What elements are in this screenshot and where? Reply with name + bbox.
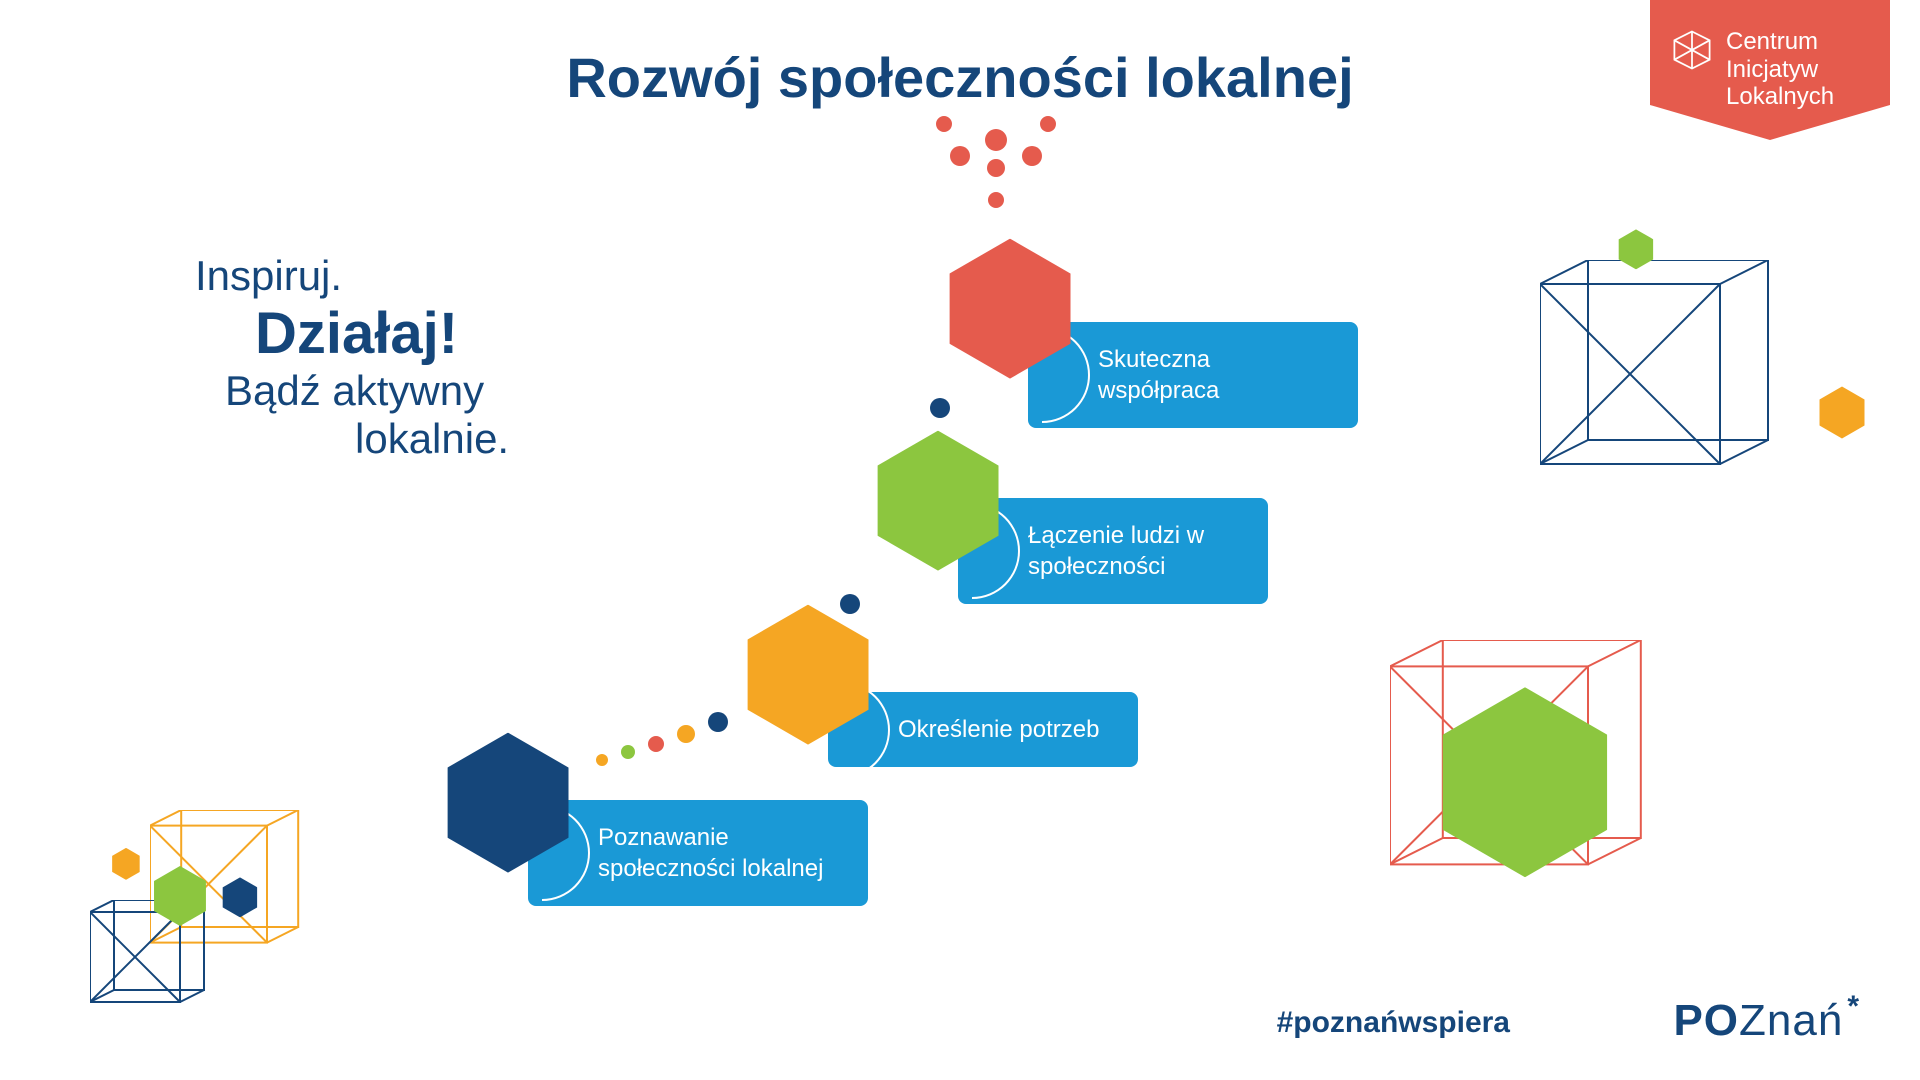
page-title: Rozwój społeczności lokalnej [566, 45, 1353, 110]
slogan-block: Inspiruj. Działaj! Bądź aktywny lokalnie… [195, 252, 509, 463]
cube-outline-icon [1540, 260, 1820, 500]
dot-icon [621, 745, 635, 759]
cube-outline-icon [90, 900, 230, 1020]
logo-part2: Znań [1739, 996, 1843, 1046]
dot-icon [950, 146, 970, 166]
dot-icon [985, 129, 1007, 151]
step-label: Skuteczna współpraca [1028, 322, 1358, 428]
dot-icon [840, 594, 860, 614]
dot-icon [1022, 146, 1042, 166]
slogan-l4: lokalnie. [355, 415, 509, 463]
hashtag: #poznańwspiera [1277, 1006, 1510, 1040]
hexagon-icon [1819, 387, 1864, 439]
dot-icon [930, 398, 950, 418]
badge-line1: Centrum [1726, 28, 1834, 56]
logo-part1: PO [1673, 996, 1739, 1046]
slogan-l3: Bądź aktywny [225, 367, 509, 415]
dot-icon [1040, 116, 1056, 132]
logo-star-icon: * [1847, 990, 1860, 1024]
badge-line2: Inicjatyw [1726, 56, 1834, 84]
dot-icon [648, 736, 664, 752]
dot-icon [596, 754, 608, 766]
dot-icon [936, 116, 952, 132]
poznan-logo: POZnań* [1673, 996, 1860, 1046]
step-label: Łączenie ludzi w społeczności [958, 498, 1268, 604]
step-label: Określenie potrzeb [828, 692, 1138, 767]
dot-icon [987, 159, 1005, 177]
hexagon-icon [112, 848, 140, 880]
badge-line3: Lokalnych [1726, 83, 1834, 111]
step-label-text: Skuteczna współpraca [1098, 344, 1330, 406]
slogan-l1: Inspiruj. [195, 252, 509, 300]
dot-icon [677, 725, 695, 743]
step-label-text: Określenie potrzeb [898, 714, 1099, 745]
dot-icon [988, 192, 1004, 208]
badge-cube-icon [1670, 28, 1714, 72]
step-label: Poznawanie społeczności lokalnej [528, 800, 868, 906]
brand-badge: Centrum Inicjatyw Lokalnych [1650, 0, 1890, 140]
step-label-text: Łączenie ludzi w społeczności [1028, 520, 1240, 582]
dot-icon [708, 712, 728, 732]
slogan-l2: Działaj! [255, 300, 509, 367]
step-label-text: Poznawanie społeczności lokalnej [598, 822, 840, 884]
